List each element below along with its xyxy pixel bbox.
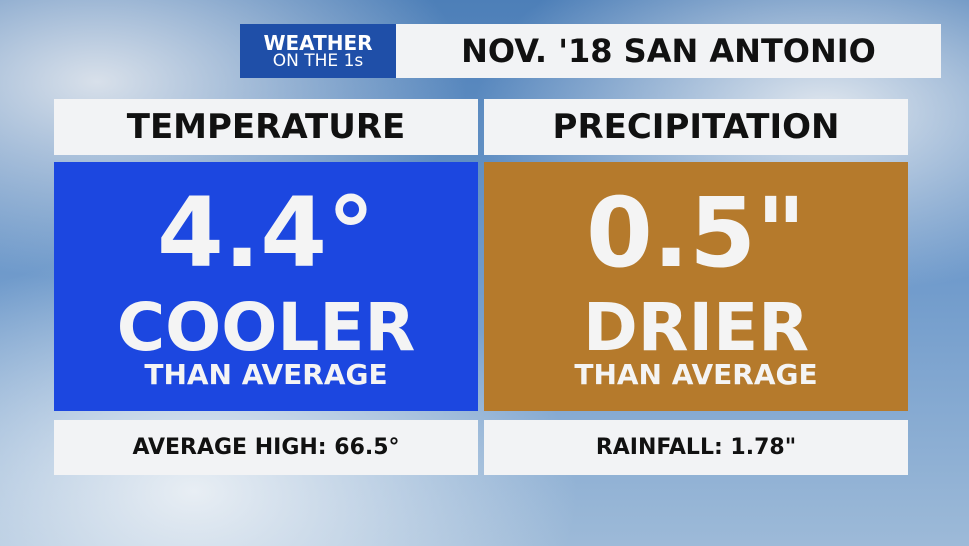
panel-label: COOLER xyxy=(116,288,416,366)
panel-heading: TEMPERATURE xyxy=(54,99,478,155)
logo-line: WEATHER xyxy=(263,30,373,55)
title: NOV. '18 SAN ANTONIO xyxy=(396,24,941,78)
panel-footer: AVERAGE HIGH: 66.5° xyxy=(54,420,478,475)
panel-main: 4.4° COOLER THAN AVERAGE xyxy=(54,162,478,411)
panel-value: 4.4° xyxy=(156,176,376,289)
panel-main: 0.5" DRIER THAN AVERAGE xyxy=(484,162,908,411)
panel-heading: PRECIPITATION xyxy=(484,99,908,155)
logo-line: ON THE 1s xyxy=(272,50,364,71)
panel-label: DRIER xyxy=(582,288,810,366)
panel-sublabel: THAN AVERAGE xyxy=(144,357,388,391)
panel-footer: RAINFALL: 1.78" xyxy=(484,420,908,475)
logo: WEATHER ON THE 1s xyxy=(240,24,396,78)
panel-value: 0.5" xyxy=(585,176,807,289)
panel-sublabel: THAN AVERAGE xyxy=(574,357,818,391)
